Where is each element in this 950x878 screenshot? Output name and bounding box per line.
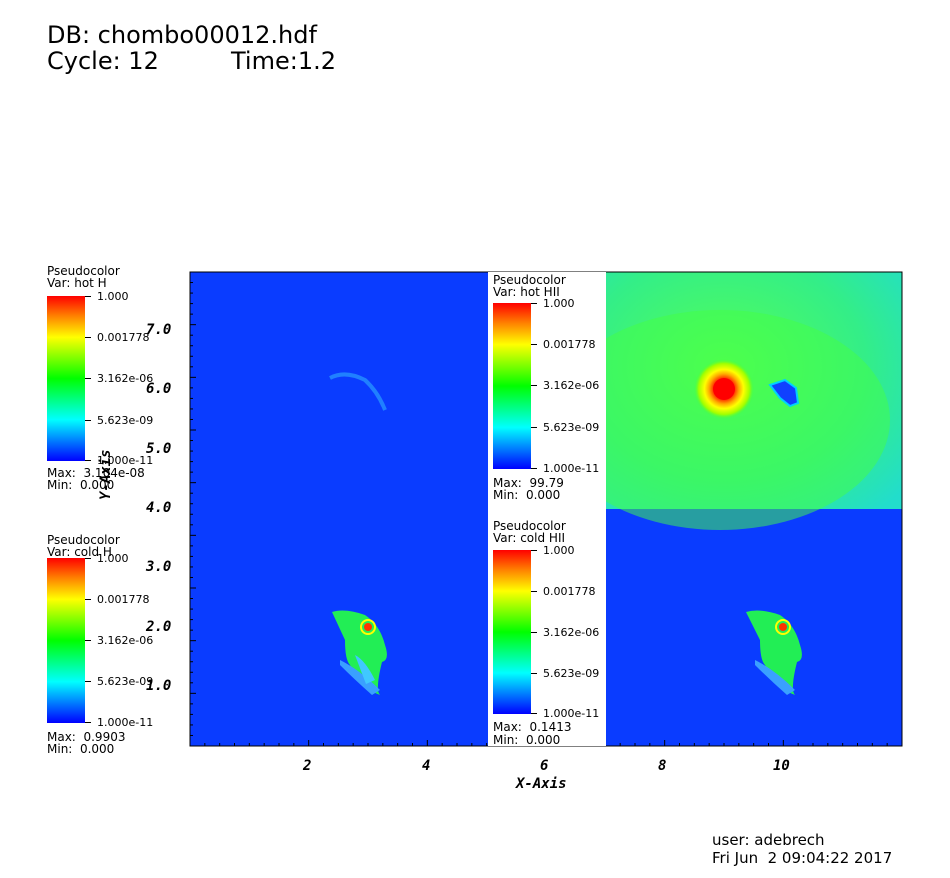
y-tick-7: 7.0 bbox=[146, 322, 172, 338]
x-tick-8: 8 bbox=[658, 758, 667, 774]
legend-var: Var: hot HII bbox=[493, 285, 560, 299]
colorbar-tick: 1.000 bbox=[97, 290, 129, 303]
colorbar-tick: 1.000 bbox=[543, 297, 575, 310]
y-tick-4: 4.0 bbox=[146, 500, 172, 516]
colorbar-tick: 1.000 bbox=[543, 544, 575, 557]
colorbar-tick: 1.000e-11 bbox=[97, 716, 154, 729]
colorbar-tick: 3.162e-06 bbox=[543, 379, 600, 392]
legend-title: Pseudocolor bbox=[47, 264, 120, 278]
colorbar-tick: 3.162e-06 bbox=[97, 372, 154, 385]
x-tick-4: 4 bbox=[422, 758, 431, 774]
colorbar bbox=[493, 550, 531, 714]
legend-cold-hii: Pseudocolor Var: cold HII 1.000 0.001778… bbox=[488, 509, 606, 746]
panel-hot-h bbox=[190, 272, 488, 509]
x-axis-title: X-Axis bbox=[516, 776, 567, 792]
colorbar-tick: 1.000e-11 bbox=[543, 462, 600, 475]
time-label: Time:1.2 bbox=[231, 47, 336, 75]
legend-max: Max: 0.9903 bbox=[47, 730, 126, 744]
colorbar-tick: 0.001778 bbox=[543, 585, 596, 598]
legend-min: Min: 0.000 bbox=[493, 733, 561, 747]
x-tick-2: 2 bbox=[303, 758, 312, 774]
legend-min: Min: 0.000 bbox=[47, 478, 115, 492]
legend-var: Var: cold HII bbox=[493, 531, 566, 545]
colorbar-tick: 1.000e-11 bbox=[97, 454, 154, 467]
colorbar-tick: 1.000 bbox=[97, 552, 129, 565]
cold-hii-cloud bbox=[746, 610, 802, 695]
cold-h-cloud bbox=[332, 610, 387, 695]
legend-hot-hii: Pseudocolor Var: hot HII 1.000 0.001778 … bbox=[488, 272, 606, 509]
date-label: Fri Jun 2 09:04:22 2017 bbox=[712, 849, 893, 867]
colorbar-tick: 1.000e-11 bbox=[543, 707, 600, 720]
hot-hii-cloud bbox=[550, 310, 890, 530]
colorbar bbox=[493, 303, 531, 469]
y-tick-3: 3.0 bbox=[146, 559, 172, 575]
legend-max: Max: 0.1413 bbox=[493, 720, 572, 734]
db-title: DB: chombo00012.hdf bbox=[47, 21, 317, 49]
legend-var: Var: cold H bbox=[47, 545, 112, 559]
x-tick-10: 10 bbox=[773, 758, 790, 774]
cycle-label: Cycle: 12 bbox=[47, 47, 159, 75]
hot-h-filament bbox=[329, 372, 387, 411]
colorbar-tick: 5.623e-09 bbox=[97, 675, 154, 688]
legend-var: Var: hot H bbox=[47, 276, 107, 290]
colorbar-tick: 0.001778 bbox=[543, 338, 596, 351]
legend-max: Max: 99.79 bbox=[493, 476, 564, 490]
legend-title: Pseudocolor bbox=[47, 533, 120, 547]
x-tick-6: 6 bbox=[540, 758, 549, 774]
y-tick-1: 1.0 bbox=[146, 678, 172, 694]
colorbar bbox=[47, 558, 85, 723]
legend-max: Max: 3.104e-08 bbox=[47, 466, 145, 480]
colorbar-tick: 5.623e-09 bbox=[97, 414, 154, 427]
hot-hii-clump bbox=[768, 378, 800, 408]
y-axis-ticks bbox=[190, 282, 196, 736]
colorbar-tick: 0.001778 bbox=[97, 593, 150, 606]
colorbar bbox=[47, 296, 85, 461]
y-tick-5: 5.0 bbox=[146, 441, 172, 457]
legend-title: Pseudocolor bbox=[493, 273, 566, 287]
legend-title: Pseudocolor bbox=[493, 519, 566, 533]
user-label: user: adebrech bbox=[712, 831, 825, 849]
legend-min: Min: 0.000 bbox=[47, 742, 115, 756]
panel-cold-h bbox=[190, 509, 488, 746]
y-tick-2: 2.0 bbox=[146, 619, 172, 635]
legend-min: Min: 0.000 bbox=[493, 488, 561, 502]
colorbar-tick: 0.001778 bbox=[97, 331, 150, 344]
colorbar-tick: 3.162e-06 bbox=[543, 626, 600, 639]
x-axis-ticks bbox=[204, 740, 888, 746]
colorbar-tick: 3.162e-06 bbox=[97, 634, 154, 647]
colorbar-tick: 5.623e-09 bbox=[543, 667, 600, 680]
colorbar-tick: 5.623e-09 bbox=[543, 421, 600, 434]
y-tick-6: 6.0 bbox=[146, 381, 172, 397]
